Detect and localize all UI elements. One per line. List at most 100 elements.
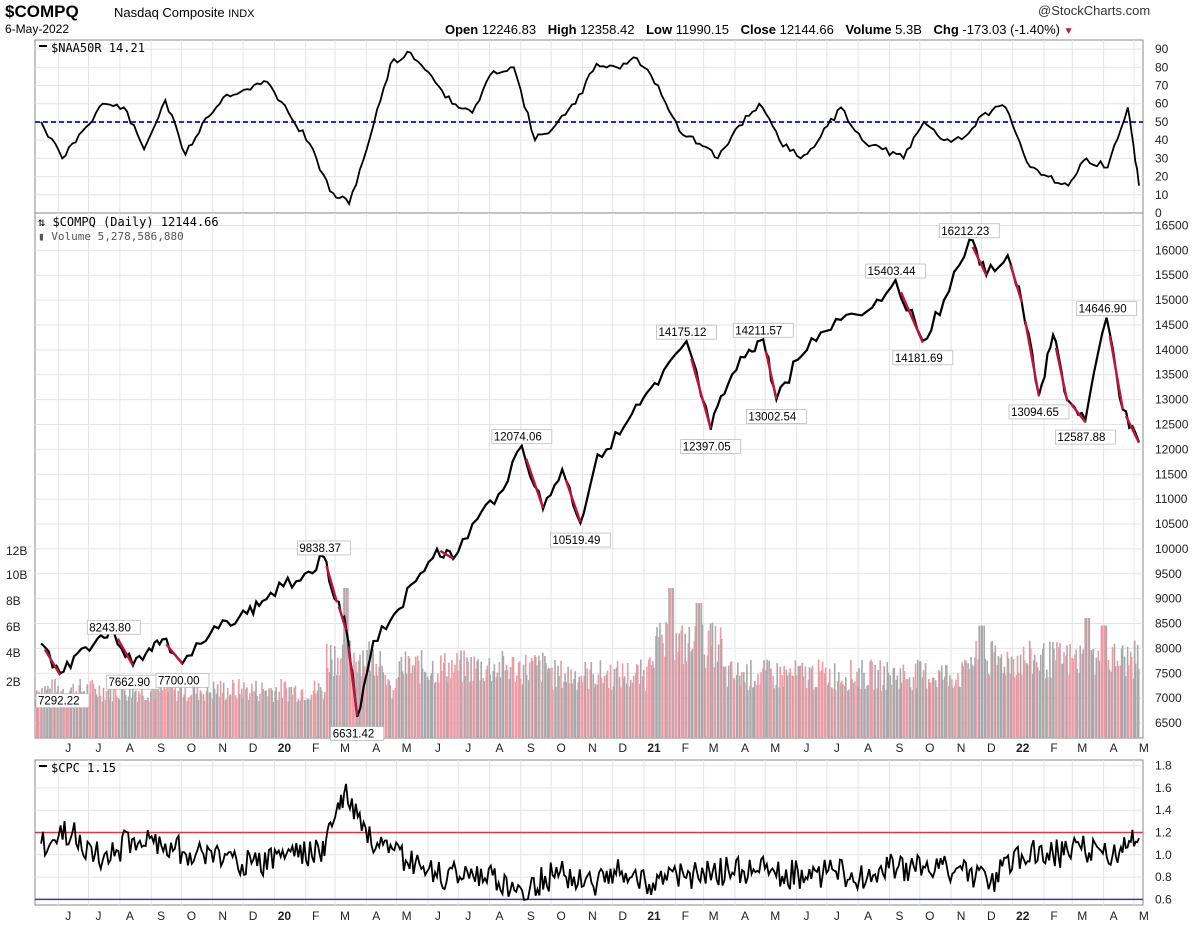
volume-bar: [208, 692, 211, 738]
volume-bar: [392, 689, 395, 738]
volume-bar: [297, 699, 300, 738]
cpc-legend-swatch: [39, 765, 47, 767]
volume-bar: [876, 688, 878, 738]
volume-bar: [309, 699, 312, 738]
volume-bar: [265, 690, 267, 738]
volume-bar: [916, 659, 919, 738]
volume-bar: [333, 676, 335, 738]
volume-bar: [577, 682, 579, 738]
volume-bar: [402, 674, 405, 738]
naa50r-series-line: [40, 50, 1140, 207]
volume-bar: [812, 689, 815, 738]
volume-bar: [83, 691, 86, 738]
volume-bar: [1029, 647, 1032, 738]
volume-bar: [856, 671, 858, 738]
volume-bar: [571, 683, 573, 738]
volume-bar: [896, 675, 899, 738]
volume-bar: [431, 660, 434, 738]
volume-bar: [649, 657, 651, 738]
volume-bar: [329, 644, 332, 738]
volume-bar: [955, 679, 957, 738]
volume-bar: [148, 701, 150, 738]
volume-bar: [536, 665, 538, 738]
volume-bar: [350, 660, 352, 738]
annotation-box: [491, 429, 553, 445]
volume-bar: [102, 687, 105, 738]
volume-bar: [288, 687, 291, 738]
volume-bar: [70, 687, 72, 738]
volume-bar: [496, 672, 499, 738]
volume-bar: [314, 693, 317, 738]
volume-bar: [379, 650, 381, 738]
volume-bar: [451, 660, 453, 738]
volume-bar: [886, 662, 889, 738]
volume-bar: [375, 664, 377, 738]
x-axis-month-label: O: [925, 741, 934, 755]
volume-bar: [205, 691, 208, 738]
volume-bar: [80, 691, 83, 738]
volume-bar: [880, 690, 882, 738]
volume-bar: [990, 642, 993, 738]
volume-bar: [607, 687, 610, 738]
volume-bar: [701, 624, 704, 738]
volume-bar: [573, 679, 575, 738]
price-ytick-label: 16000: [1155, 243, 1189, 257]
volume-bar: [163, 683, 165, 738]
x-axis-month-label: A: [372, 741, 380, 755]
volume-bar: [549, 668, 551, 738]
volume-bar: [328, 671, 331, 738]
x-axis-month-label: O: [925, 909, 934, 923]
x-axis-month-label: M: [1077, 741, 1087, 755]
x-axis-month-label: M: [402, 909, 412, 923]
volume-bar: [388, 680, 391, 738]
volume-bar: [1028, 640, 1031, 738]
volume-bar: [418, 683, 421, 738]
volume-bar: [421, 668, 424, 738]
volume-bar: [485, 670, 488, 738]
volume-bar: [570, 669, 572, 738]
volume-bar: [716, 661, 719, 738]
volume-bar: [242, 699, 244, 738]
price-down-segment: [1108, 335, 1124, 410]
volume-bar: [153, 689, 155, 738]
volume-bar: [391, 698, 394, 738]
volume-bar: [86, 684, 89, 738]
volume-bar: [134, 692, 136, 738]
volume-bar: [480, 661, 482, 738]
volume-bar: [91, 679, 94, 738]
annotation-box: [745, 409, 807, 424]
volume-bar: [704, 667, 707, 738]
volume-ytick-label: 4B: [6, 646, 21, 660]
volume-bar: [981, 625, 983, 738]
volume-bar: [157, 680, 159, 738]
x-axis-month-label: S: [527, 741, 535, 755]
volume-bar: [164, 688, 166, 738]
volume-bar: [233, 683, 235, 738]
volume-bar: [980, 625, 982, 738]
volume-bar: [118, 700, 121, 738]
x-axis-month-label: A: [1110, 909, 1118, 923]
volume-bar: [293, 687, 296, 738]
price-down-segment: [899, 291, 924, 344]
volume-bar: [1082, 649, 1084, 738]
volume-bar: [542, 652, 544, 738]
volume-bar: [924, 663, 927, 738]
volume-bar: [941, 665, 943, 738]
volume-bar: [517, 662, 520, 738]
volume-bar: [911, 690, 914, 738]
price-down-segment: [439, 549, 454, 560]
chg-label: Chg: [933, 22, 959, 37]
volume-bar: [908, 677, 911, 738]
volume-bar: [365, 666, 367, 738]
naa50r-ytick-label: 40: [1155, 133, 1169, 147]
price-ytick-label: 7500: [1155, 666, 1182, 680]
volume-bar: [709, 623, 712, 738]
volume-bar: [460, 650, 462, 738]
naa50r-ytick-label: 80: [1155, 60, 1169, 74]
volume-bar: [416, 655, 419, 738]
volume-bar: [841, 680, 843, 738]
x-axis-month-label: M: [402, 741, 412, 755]
volume-bar: [776, 663, 778, 738]
volume-bar: [251, 683, 253, 738]
volume-bar: [232, 679, 234, 738]
